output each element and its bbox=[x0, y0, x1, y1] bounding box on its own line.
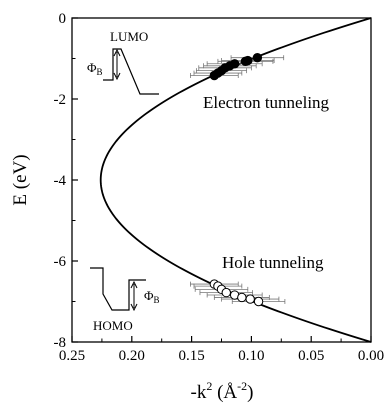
homo-label: HOMO bbox=[93, 318, 133, 333]
electron-tunneling-label: Electron tunneling bbox=[203, 93, 330, 112]
lumo-barrier-line bbox=[103, 48, 159, 95]
x-tick-label: 0.15 bbox=[178, 348, 204, 364]
homo-arrow-head-down bbox=[130, 303, 138, 312]
homo-arrow-head-up bbox=[130, 280, 138, 289]
electron-data-point bbox=[252, 52, 263, 63]
y-axis-label: E (eV) bbox=[10, 154, 31, 205]
hole-tunneling-label: Hole tunneling bbox=[222, 253, 324, 272]
y-tick-label: -6 bbox=[54, 254, 67, 270]
x-axis-ticks: 0.25 0.20 0.15 0.10 0.05 0.00 bbox=[59, 336, 384, 364]
y-tick-label: 0 bbox=[59, 11, 67, 27]
homo-barrier-diagram: HOMO ΦB bbox=[90, 267, 160, 333]
lumo-phi-label: ΦB bbox=[87, 60, 103, 77]
lumo-barrier-diagram: LUMO ΦB bbox=[87, 29, 159, 95]
electron-data-point bbox=[229, 59, 240, 69]
lumo-arrow-head-down bbox=[113, 72, 121, 81]
x-tick-label: 0.00 bbox=[358, 348, 384, 364]
y-tick-label: -4 bbox=[54, 173, 67, 189]
x-tick-label: 0.25 bbox=[59, 348, 85, 364]
y-tick-label: -2 bbox=[54, 92, 67, 108]
hole-data-point bbox=[237, 292, 247, 303]
x-tick-label: 0.05 bbox=[298, 348, 324, 364]
lumo-label: LUMO bbox=[110, 29, 148, 44]
lumo-arrow-head-up bbox=[113, 48, 121, 57]
x-axis-label: -k2 (Å-2) bbox=[191, 379, 254, 403]
homo-phi-label: ΦB bbox=[144, 288, 160, 305]
x-tick-label: 0.20 bbox=[119, 348, 145, 364]
hole-data-point bbox=[221, 287, 231, 298]
x-tick-label: 0.10 bbox=[238, 348, 264, 364]
y-tick-label: -8 bbox=[54, 335, 67, 351]
hole-data-point bbox=[245, 294, 255, 304]
y-axis-ticks: 0 -2 -4 -6 -8 bbox=[54, 11, 78, 351]
hole-data-point bbox=[253, 296, 264, 307]
electron-data-point bbox=[243, 55, 253, 66]
data-points bbox=[209, 52, 264, 307]
homo-barrier-line bbox=[90, 267, 146, 311]
